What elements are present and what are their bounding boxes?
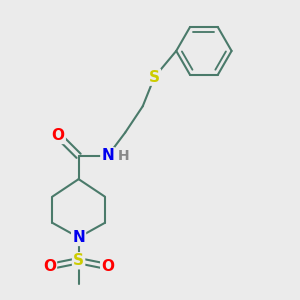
Text: O: O xyxy=(43,259,56,274)
Text: O: O xyxy=(101,259,114,274)
Text: N: N xyxy=(72,230,85,245)
Text: H: H xyxy=(118,149,130,163)
Text: N: N xyxy=(101,148,114,163)
Text: S: S xyxy=(149,70,160,85)
Text: O: O xyxy=(52,128,65,143)
Text: S: S xyxy=(73,253,84,268)
